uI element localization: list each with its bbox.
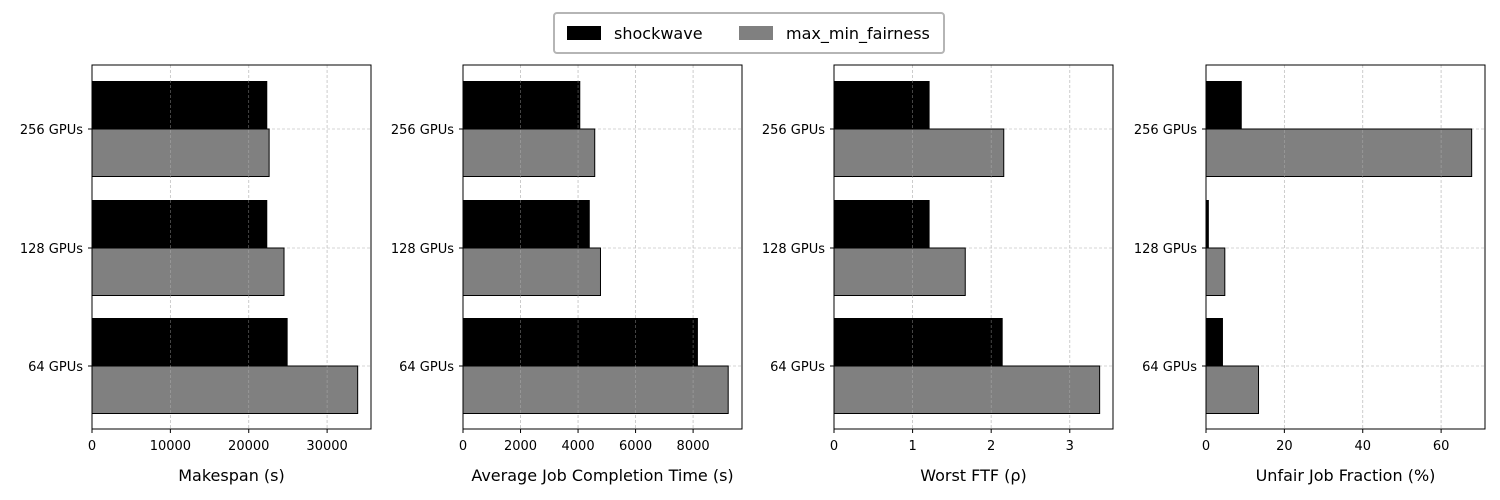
x-tick-label: 30000	[306, 439, 347, 454]
x-tick-label: 40	[1354, 439, 1371, 454]
x-tick-label: 20000	[228, 439, 269, 454]
x-tick-label: 0	[1202, 439, 1210, 454]
x-tick-label: 6000	[619, 439, 652, 454]
bar-shockwave-256-gpus	[833, 81, 930, 130]
bar-max-min-fairness-128-gpus	[833, 247, 966, 296]
bar-shockwave-256-gpus	[91, 81, 268, 130]
y-tick-label: 256 GPUs	[391, 123, 454, 138]
bar-max-min-fairness-256-gpus	[91, 128, 270, 177]
axes-frame	[462, 64, 743, 430]
x-axis-label: Worst FTF (ρ)	[920, 466, 1027, 485]
y-tick-label: 128 GPUs	[762, 242, 825, 257]
bar-max-min-fairness-128-gpus	[1205, 247, 1226, 296]
y-tick-label: 128 GPUs	[20, 242, 83, 257]
bar-max-min-fairness-256-gpus	[833, 128, 1005, 177]
bar-max-min-fairness-64-gpus	[91, 365, 359, 414]
bar-max-min-fairness-64-gpus	[1205, 365, 1260, 414]
axes-frame	[833, 64, 1114, 430]
legend: shockwave max_min_fairness	[553, 12, 945, 54]
bar-shockwave-128-gpus	[91, 200, 268, 249]
x-tick-label: 0	[830, 439, 838, 454]
x-tick-label: 2	[987, 439, 995, 454]
chart-panel-3: 0 1 2 3 64 GPUs 128 GPUs 256 GPUs Worst FTF (ρ)	[762, 64, 1114, 485]
y-tick-label: 64 GPUs	[399, 360, 454, 375]
bar-max-min-fairness-128-gpus	[462, 247, 601, 296]
legend-item-max-min-fairness: max_min_fairness	[739, 14, 930, 52]
chart-panel-2: 0 2000 4000 6000 8000 64 GPUs 128 GPUs 256 GPUs…	[391, 64, 743, 485]
x-axis-label: Makespan (s)	[178, 466, 285, 485]
y-tick-label: 128 GPUs	[1134, 242, 1197, 257]
x-axis-label: Average Job Completion Time (s)	[471, 466, 733, 485]
bar-shockwave-64-gpus	[462, 318, 698, 367]
axes-frame	[1205, 64, 1486, 430]
y-tick-label: 128 GPUs	[391, 242, 454, 257]
bar-max-min-fairness-64-gpus	[833, 365, 1101, 414]
chart-panel-4: 0 20 40 60 64 GPUs 128 GPUs 256 GPUs Unfair Job…	[1134, 64, 1486, 485]
legend-label-max-min-fairness: max_min_fairness	[786, 23, 930, 43]
y-tick-label: 64 GPUs	[770, 360, 825, 375]
y-tick-label: 64 GPUs	[28, 360, 83, 375]
bar-max-min-fairness-128-gpus	[91, 247, 285, 296]
bar-shockwave-64-gpus	[91, 318, 288, 367]
legend-label-shockwave: shockwave	[614, 23, 703, 43]
chart-panel-1: 0 10000 20000 30000 64 GPUs 128 GPUs 256 GPUs M…	[20, 64, 372, 485]
bar-shockwave-64-gpus	[833, 318, 1003, 367]
y-tick-label: 256 GPUs	[1134, 123, 1197, 138]
x-tick-label: 60	[1433, 439, 1450, 454]
bar-max-min-fairness-64-gpus	[462, 365, 729, 414]
bar-max-min-fairness-256-gpus	[462, 128, 596, 177]
bar-max-min-fairness-256-gpus	[1205, 128, 1473, 177]
x-tick-label: 2000	[504, 439, 537, 454]
legend-swatch-shockwave	[567, 26, 601, 40]
y-tick-label: 64 GPUs	[1142, 360, 1197, 375]
x-tick-label: 4000	[562, 439, 595, 454]
x-tick-label: 0	[88, 439, 96, 454]
x-axis-label: Unfair Job Fraction (%)	[1256, 466, 1436, 485]
x-tick-label: 0	[459, 439, 467, 454]
x-tick-label: 8000	[677, 439, 710, 454]
bar-shockwave-64-gpus	[1205, 318, 1223, 367]
y-tick-label: 256 GPUs	[762, 123, 825, 138]
x-tick-label: 10000	[150, 439, 191, 454]
legend-item-shockwave: shockwave	[567, 14, 703, 52]
axes-frame	[91, 64, 372, 430]
bar-shockwave-128-gpus	[833, 200, 930, 249]
x-tick-label: 1	[908, 439, 916, 454]
bar-shockwave-128-gpus	[462, 200, 590, 249]
x-tick-label: 3	[1066, 439, 1074, 454]
bar-shockwave-256-gpus	[462, 81, 581, 130]
legend-swatch-max-min-fairness	[739, 26, 773, 40]
x-tick-label: 20	[1276, 439, 1293, 454]
bar-shockwave-256-gpus	[1205, 81, 1242, 130]
y-tick-label: 256 GPUs	[20, 123, 83, 138]
